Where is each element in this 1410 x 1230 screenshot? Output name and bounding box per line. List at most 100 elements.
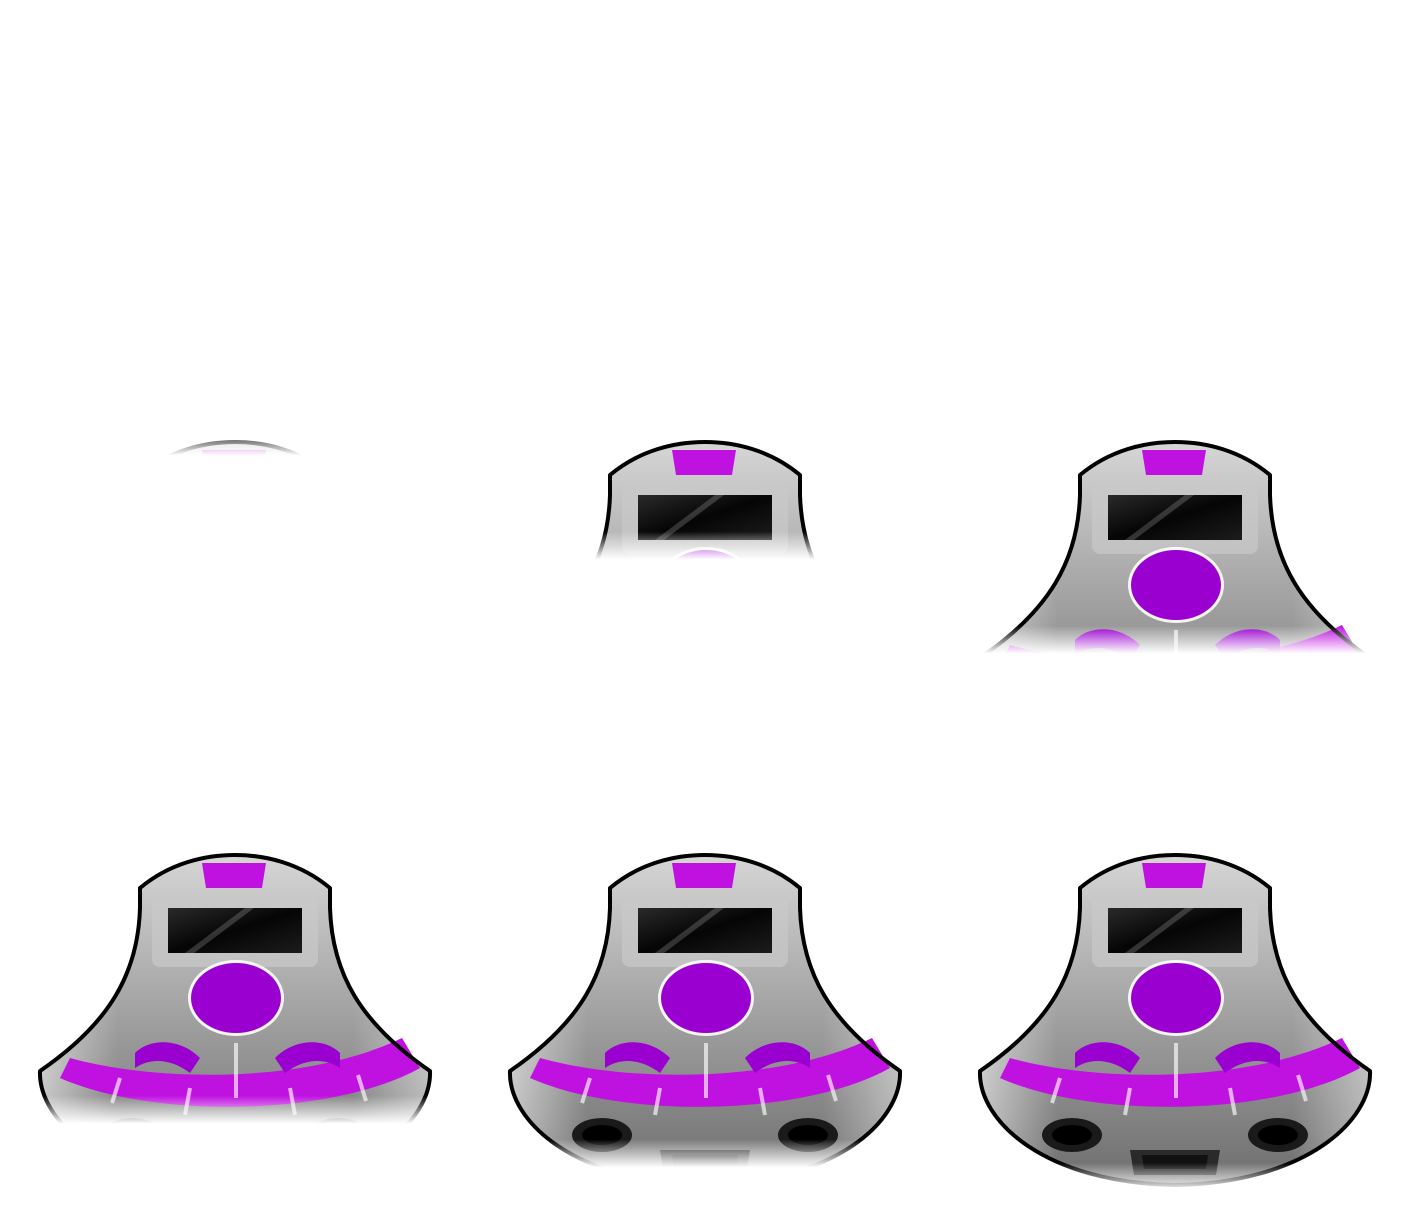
bottom-vent-core — [1142, 742, 1208, 756]
visor — [638, 908, 772, 953]
thruster-left-core — [1052, 712, 1092, 732]
eye-lens — [661, 963, 751, 1033]
accent-band — [530, 1038, 890, 1107]
seam-highlight-4 — [1296, 1074, 1308, 1102]
robot-pod — [507, 440, 903, 774]
visor — [1108, 908, 1242, 953]
accent-band — [60, 625, 420, 694]
robot-pod — [507, 853, 903, 1187]
seam-highlight-2 — [1123, 1087, 1132, 1116]
seam-highlight-4 — [356, 1074, 368, 1102]
eye-lens — [1131, 963, 1221, 1033]
hull-outline — [507, 853, 903, 1187]
band-bump-right — [745, 1042, 810, 1073]
visor-glint — [655, 908, 724, 953]
thruster-right-core — [1258, 712, 1298, 732]
band-bump-left — [1075, 629, 1140, 660]
thruster-right-core — [788, 712, 828, 732]
seam-highlight-2 — [653, 674, 662, 703]
eye-lens — [661, 550, 751, 620]
thruster-right-core — [318, 1125, 358, 1145]
accent-band — [60, 1038, 420, 1107]
band-bump-left — [605, 629, 670, 660]
bottom-vent-core — [202, 742, 268, 756]
seam-highlight-3 — [288, 674, 297, 703]
visor-glint — [1125, 495, 1194, 540]
seam-highlight-2 — [653, 1087, 662, 1116]
band-bump-left — [1075, 1042, 1140, 1073]
robot-pod — [37, 853, 433, 1187]
robot-pod — [977, 853, 1373, 1187]
visor — [638, 495, 772, 540]
band-bump-left — [135, 629, 200, 660]
seam-highlight-2 — [1123, 674, 1132, 703]
seam-highlight-1 — [580, 664, 592, 691]
visor-glint — [1125, 908, 1194, 953]
band-bump-left — [135, 1042, 200, 1073]
band-bump-right — [275, 1042, 340, 1073]
bottom-vent-core — [1142, 1155, 1208, 1169]
robot-pod — [977, 440, 1373, 774]
seam-highlight-3 — [288, 1087, 297, 1116]
visor — [1108, 495, 1242, 540]
accent-band — [530, 625, 890, 694]
eye-lens — [191, 550, 281, 620]
seam-highlight-2 — [183, 674, 192, 703]
bottom-vent-core — [672, 742, 738, 756]
eye-lens — [191, 963, 281, 1033]
thruster-left-core — [582, 1125, 622, 1145]
band-bump-right — [1215, 1042, 1280, 1073]
accent-band — [1000, 625, 1360, 694]
seam-highlight-3 — [1228, 1087, 1237, 1116]
hull-outline — [37, 853, 433, 1187]
top-accent-stripe — [1142, 863, 1206, 888]
thruster-right-core — [318, 712, 358, 732]
seam-highlight-1 — [1050, 664, 1062, 691]
thruster-right-core — [1258, 1125, 1298, 1145]
seam-highlight-1 — [110, 664, 122, 691]
top-accent-stripe — [202, 450, 266, 475]
thruster-left-core — [1052, 1125, 1092, 1145]
thruster-left-core — [112, 1125, 152, 1145]
visor-glint — [185, 908, 254, 953]
robot-pod — [37, 440, 433, 774]
top-accent-stripe — [202, 863, 266, 888]
visor-glint — [655, 495, 724, 540]
eye-lens — [1131, 550, 1221, 620]
seam-highlight-2 — [183, 1087, 192, 1116]
frame-3 — [977, 440, 1373, 774]
bottom-vent-core — [672, 1155, 738, 1169]
frame-6 — [977, 853, 1373, 1187]
frame-5 — [507, 853, 903, 1187]
bottom-vent-core — [202, 1155, 268, 1169]
accent-band — [1000, 1038, 1360, 1107]
hull-outline — [37, 440, 433, 774]
band-bump-left — [605, 1042, 670, 1073]
frame-1 — [37, 440, 433, 774]
hull-outline — [507, 440, 903, 774]
thruster-right-core — [788, 1125, 828, 1145]
visor — [168, 908, 302, 953]
seam-highlight-3 — [758, 674, 767, 703]
band-bump-right — [1215, 629, 1280, 660]
thruster-left-core — [112, 712, 152, 732]
top-accent-stripe — [1142, 450, 1206, 475]
band-bump-right — [275, 629, 340, 660]
seam-highlight-1 — [580, 1077, 592, 1104]
frame-2 — [507, 440, 903, 774]
seam-highlight-4 — [826, 1074, 838, 1102]
seam-highlight-3 — [758, 1087, 767, 1116]
seam-highlight-3 — [1228, 674, 1237, 703]
seam-highlight-4 — [1296, 661, 1308, 689]
top-accent-stripe — [672, 863, 736, 888]
visor-glint — [185, 495, 254, 540]
seam-highlight-1 — [110, 1077, 122, 1104]
hull-outline — [977, 853, 1373, 1187]
top-accent-stripe — [672, 450, 736, 475]
thruster-left-core — [582, 712, 622, 732]
seam-highlight-1 — [1050, 1077, 1062, 1104]
frame-4 — [37, 853, 433, 1187]
hull-outline — [977, 440, 1373, 774]
visor — [168, 495, 302, 540]
